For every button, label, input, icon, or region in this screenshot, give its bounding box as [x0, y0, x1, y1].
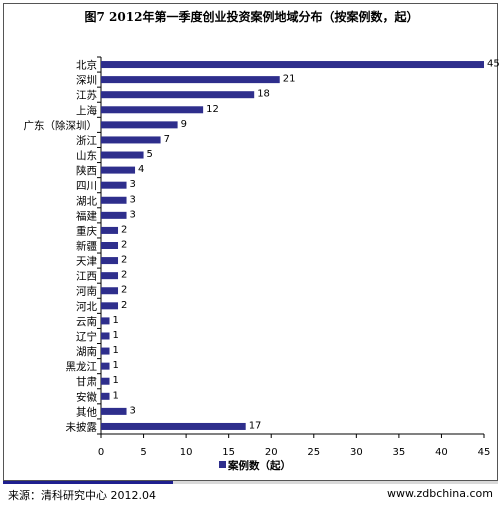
- x-tick-label: 30: [350, 447, 363, 458]
- category-label: 云南: [76, 315, 97, 328]
- chart-axes: [97, 56, 485, 438]
- bar: [101, 407, 127, 415]
- data-label: 1: [113, 330, 119, 341]
- bar: [101, 91, 255, 99]
- x-tick-label: 45: [478, 447, 491, 458]
- bar: [101, 347, 110, 355]
- category-label: 陕西: [76, 164, 97, 177]
- bar: [101, 196, 127, 204]
- bar: [101, 257, 119, 265]
- category-label: 辽宁: [76, 330, 97, 343]
- data-label: 3: [130, 179, 136, 190]
- data-label: 1: [113, 360, 119, 371]
- legend-swatch: [219, 461, 226, 468]
- data-label: 45: [487, 59, 500, 70]
- legend-label: 案例数（起）: [227, 459, 291, 472]
- category-label: 江苏: [76, 89, 97, 102]
- bar: [101, 377, 110, 385]
- category-label: 湖南: [76, 345, 97, 358]
- data-label: 3: [130, 209, 136, 220]
- data-label: 3: [130, 194, 136, 205]
- category-label: 江西: [76, 271, 97, 283]
- data-label: 1: [113, 390, 119, 401]
- bar: [101, 181, 127, 189]
- bar: [101, 317, 110, 325]
- bar: [101, 242, 119, 249]
- category-label: 重庆: [76, 224, 97, 237]
- data-label: 2: [121, 224, 127, 235]
- data-label: 2: [121, 240, 127, 251]
- bar: [101, 166, 136, 174]
- data-label: 1: [113, 315, 119, 326]
- category-label: 浙江: [76, 135, 97, 147]
- category-label: 未披露: [66, 420, 98, 433]
- bar: [101, 61, 484, 69]
- data-label: 1: [113, 375, 119, 386]
- category-label: 山东: [76, 149, 97, 162]
- bar: [101, 392, 110, 400]
- category-label: 黑龙江: [66, 360, 98, 373]
- data-label: 7: [164, 134, 170, 145]
- data-label: 3: [130, 405, 136, 416]
- category-label: 其他: [76, 405, 97, 418]
- data-label: 2: [121, 255, 127, 266]
- category-label: 北京: [76, 59, 97, 72]
- data-label: 1: [113, 345, 119, 356]
- bar: [101, 211, 127, 219]
- data-label: 4: [138, 164, 144, 175]
- data-label: 2: [121, 300, 127, 311]
- category-label: 河北: [76, 301, 97, 313]
- data-label: 17: [249, 420, 262, 431]
- bar: [101, 136, 161, 144]
- data-label: 18: [257, 89, 270, 100]
- data-label: 21: [283, 74, 296, 85]
- category-label: 广东（除深圳）: [24, 119, 98, 132]
- category-label: 四川: [76, 180, 97, 192]
- data-label: 2: [121, 285, 127, 296]
- footer-divider-accent: [3, 481, 173, 484]
- bar: [101, 332, 110, 340]
- source-note: 来源：清科研究中心 2012.04: [8, 489, 156, 502]
- bar: [101, 362, 110, 370]
- x-tick-label: 5: [140, 447, 146, 458]
- x-tick-label: 25: [307, 447, 320, 458]
- bar: [101, 287, 119, 295]
- category-label: 新疆: [76, 240, 97, 253]
- bar: [101, 272, 119, 280]
- x-tick-label: 0: [98, 447, 104, 458]
- bar: [101, 422, 246, 430]
- category-label: 上海: [76, 104, 97, 117]
- category-label: 甘肃: [76, 375, 97, 388]
- chart-legend: 案例数（起）: [219, 459, 291, 472]
- x-tick-label: 35: [393, 447, 406, 458]
- x-tick-label: 20: [265, 447, 278, 458]
- bar: [101, 302, 119, 310]
- data-label: 9: [181, 119, 187, 130]
- data-label: 5: [147, 149, 153, 160]
- x-tick-label: 40: [435, 447, 448, 458]
- x-tick-label: 10: [180, 447, 193, 458]
- bar: [101, 121, 178, 129]
- footer-divider: [3, 481, 498, 484]
- bar: [101, 151, 144, 159]
- category-label: 河南: [76, 285, 97, 298]
- chart-title: 图7 2012年第一季度创业投资案例地域分布（按案例数，起）: [84, 10, 419, 24]
- category-label: 湖北: [76, 195, 97, 207]
- bar: [101, 106, 204, 114]
- category-label: 福建: [76, 209, 97, 222]
- chart-bars: [101, 61, 484, 430]
- x-tick-label: 15: [222, 447, 235, 458]
- category-label: 深圳: [76, 75, 97, 87]
- bar: [101, 76, 280, 84]
- category-label: 安徽: [76, 390, 97, 403]
- data-label: 12: [206, 104, 219, 115]
- bar: [101, 226, 119, 234]
- website-link[interactable]: www.zdbchina.com: [387, 487, 493, 500]
- category-label: 天津: [76, 256, 97, 268]
- data-label: 2: [121, 270, 127, 281]
